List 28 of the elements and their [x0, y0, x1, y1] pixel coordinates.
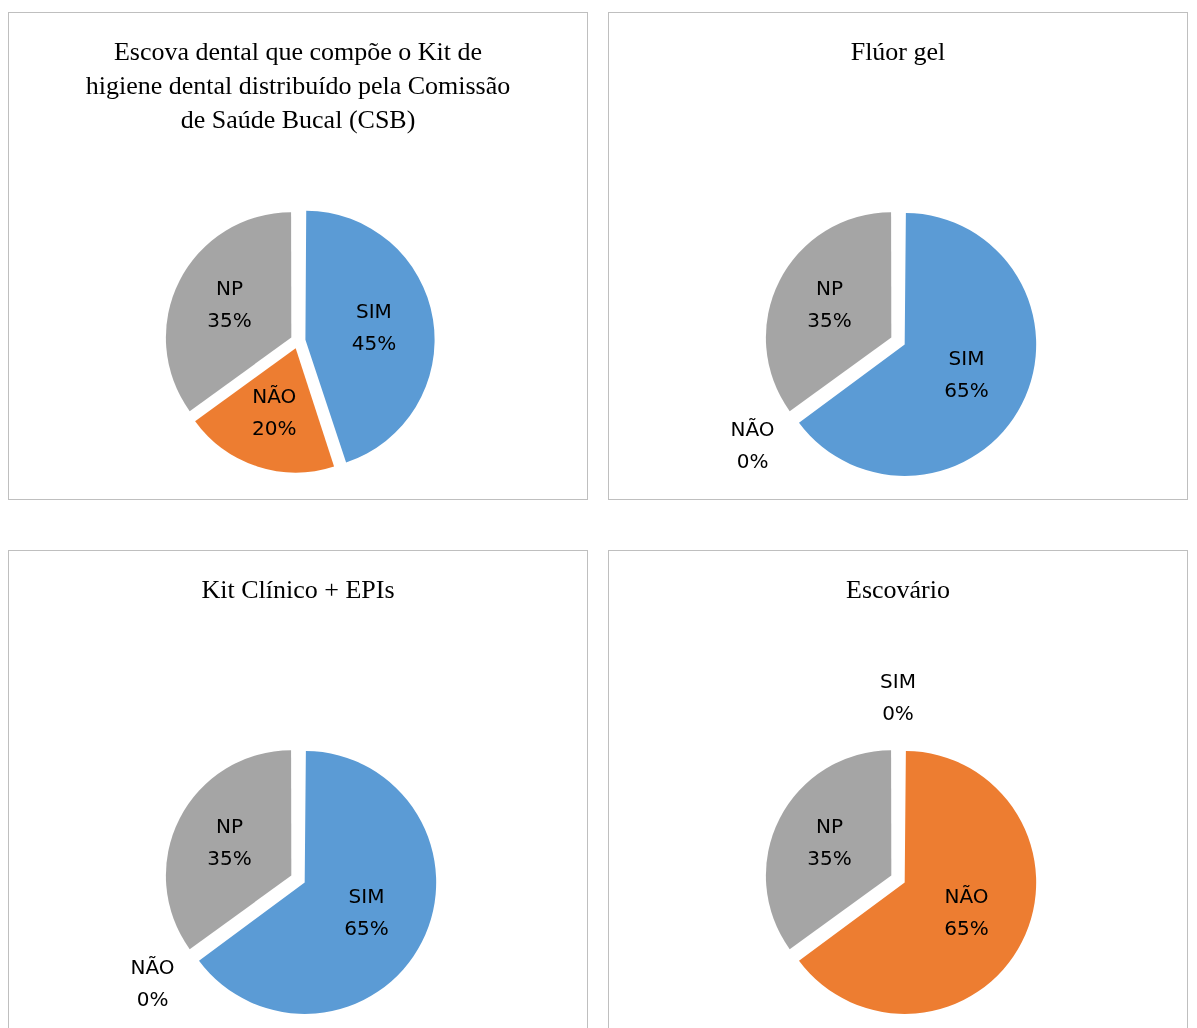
slice-label: NP [215, 276, 244, 301]
slice-label: NP [815, 814, 844, 839]
slice-label: NÃO [944, 884, 989, 909]
slice-label: NP [815, 276, 844, 301]
chart-title: Kit Clínico + EPIs [200, 574, 396, 606]
data-label: 35% [807, 308, 852, 333]
slice-label: NP [215, 814, 244, 839]
chart-title: Flúor gel [849, 36, 947, 68]
text: 0% [882, 701, 914, 726]
data-label: 65% [944, 916, 989, 941]
chart-title: Escova dental que compõe o Kit de higiene dental distribuído pela Comissão de Saúde Bucal (CSB) [84, 36, 512, 134]
slice-label: SIM [348, 884, 385, 909]
slice-label: NÃO [252, 384, 297, 409]
slice-label: SIM [356, 299, 392, 324]
data-label: 35% [807, 846, 852, 871]
data-label: 45% [351, 331, 397, 356]
slice-label: SIM [948, 346, 985, 371]
category-label: NÃO [730, 416, 775, 441]
data-label: 20% [252, 416, 297, 441]
text: 0% [736, 448, 769, 473]
data-label: 65% [344, 916, 389, 941]
text: 0% [136, 986, 169, 1011]
category-label: NÃO [130, 954, 175, 979]
category-label: SIM [880, 669, 916, 694]
data-label: 35% [207, 308, 252, 333]
data-label: 65% [944, 378, 989, 403]
chart-title: Escovário [845, 574, 951, 606]
data-label: 35% [207, 846, 252, 871]
